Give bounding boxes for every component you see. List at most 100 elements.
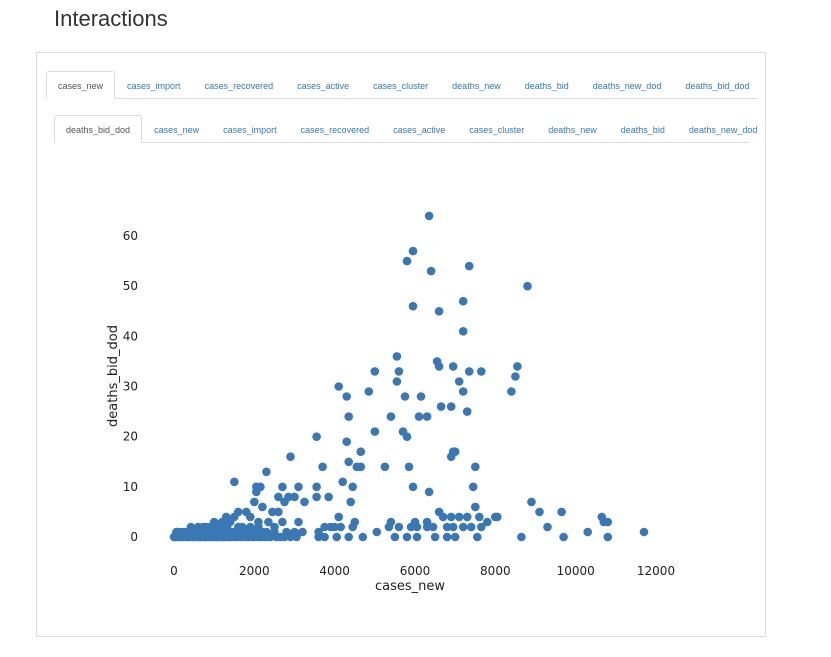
data-point [422, 412, 432, 421]
y-tab-deaths-bid[interactable]: deaths_bid [620, 125, 665, 135]
data-point [278, 517, 287, 527]
data-point [318, 462, 327, 472]
data-point [446, 512, 456, 522]
data-point [416, 392, 426, 401]
data-point [454, 512, 464, 522]
data-point [312, 432, 321, 442]
data-point [344, 532, 354, 542]
data-point [483, 517, 492, 527]
data-point [406, 522, 416, 532]
data-point [384, 522, 394, 532]
x-tab-cases-cluster[interactable]: cases_cluster [373, 81, 429, 91]
data-point [392, 377, 402, 386]
y-axis-ticks: 0 10 20 30 40 50 60 [123, 229, 138, 544]
y-tab-cases-new[interactable]: cases_new [154, 125, 200, 135]
data-point [426, 266, 436, 276]
data-point [292, 532, 301, 542]
data-point [324, 492, 333, 502]
data-point [535, 507, 544, 517]
y-tab-cases-active[interactable]: cases_active [393, 125, 446, 135]
data-point [314, 532, 323, 542]
data-point [312, 492, 321, 502]
data-point [290, 492, 299, 502]
x-tick-label: 12000 [637, 564, 675, 578]
data-point [466, 522, 476, 532]
data-point [442, 522, 452, 532]
data-point [298, 527, 307, 537]
data-point [493, 512, 502, 522]
data-point [402, 532, 412, 542]
x-axis-ticks: 0 2000 4000 6000 8000 10000 12000 [170, 564, 675, 578]
y-variable-tabs: deaths_bid_dod cases_new cases_import cases… [54, 115, 757, 143]
data-point [557, 507, 566, 517]
data-point [408, 482, 418, 492]
data-point [342, 392, 352, 401]
y-tab-deaths-bid-dod[interactable]: deaths_bid_dod [54, 115, 143, 143]
data-point [450, 532, 460, 542]
data-point [286, 532, 295, 542]
x-tab-deaths-new[interactable]: deaths_new [452, 81, 501, 91]
x-tab-cases-new[interactable]: cases_new [46, 71, 116, 99]
data-point [330, 522, 340, 532]
data-point [428, 522, 438, 532]
data-point [462, 512, 472, 522]
data-point [246, 512, 255, 522]
data-point [336, 522, 346, 532]
x-tab-deaths-bid[interactable]: deaths_bid [524, 81, 569, 91]
data-point [523, 281, 532, 291]
x-tab-deaths-new-dod[interactable]: deaths_new_dod [592, 81, 662, 91]
data-point [300, 497, 309, 507]
data-point [344, 412, 354, 421]
x-axis-label: cases_new [375, 579, 445, 594]
data-point [438, 512, 448, 522]
data-point [511, 372, 520, 381]
data-point [274, 492, 283, 502]
x-tick-label: 4000 [319, 564, 350, 578]
data-point [408, 246, 418, 256]
data-point [400, 392, 410, 401]
data-point [412, 532, 422, 542]
data-point [422, 522, 432, 532]
data-point [258, 502, 267, 512]
x-tick-label: 8000 [480, 564, 511, 578]
data-point [464, 261, 474, 271]
x-tab-cases-import[interactable]: cases_import [127, 81, 181, 91]
data-point [250, 497, 259, 507]
data-point [344, 457, 354, 467]
data-point [274, 507, 283, 517]
data-point [436, 402, 446, 411]
data-point [477, 522, 486, 532]
y-axis-label: deaths_bid_dod [106, 325, 121, 427]
data-point [559, 532, 568, 542]
data-point [471, 502, 480, 512]
data-point [583, 527, 592, 537]
data-point [458, 296, 468, 306]
y-tab-cases-cluster[interactable]: cases_cluster [469, 125, 525, 135]
data-point [424, 211, 434, 221]
data-point [527, 497, 536, 507]
data-point [507, 387, 516, 396]
data-point [332, 532, 342, 542]
y-tab-cases-import[interactable]: cases_import [223, 125, 277, 135]
x-tick-label: 0 [170, 564, 178, 578]
y-tab-cases-recovered[interactable]: cases_recovered [300, 125, 370, 135]
data-point [454, 377, 464, 386]
x-tab-deaths-bid-dod[interactable]: deaths_bid_dod [685, 81, 750, 91]
data-point [230, 512, 239, 522]
data-point [286, 452, 295, 462]
y-tab-deaths-new[interactable]: deaths_new [548, 125, 597, 135]
data-point [370, 367, 380, 376]
data-point [394, 367, 404, 376]
y-tab-deaths-new-dod[interactable]: deaths_new_dod [688, 125, 758, 135]
data-point [312, 482, 321, 492]
data-point [334, 512, 344, 522]
data-point [458, 327, 468, 336]
data-point [543, 522, 552, 532]
data-point [230, 477, 239, 487]
x-tab-cases-active[interactable]: cases_active [297, 81, 350, 91]
data-point [471, 462, 480, 472]
data-point [364, 387, 374, 396]
data-point [264, 517, 273, 527]
x-tab-cases-recovered[interactable]: cases_recovered [204, 81, 274, 91]
